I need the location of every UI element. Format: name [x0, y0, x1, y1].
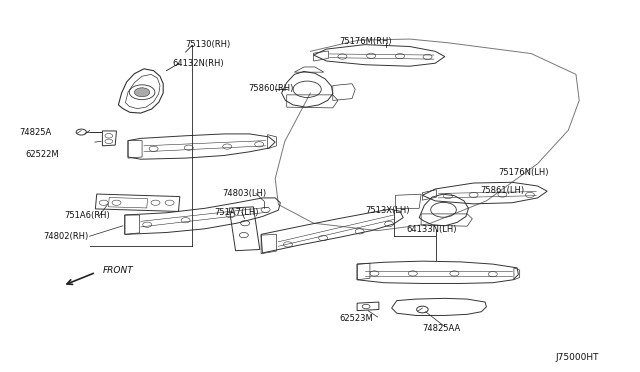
Text: 75860(RH): 75860(RH) [248, 84, 294, 93]
Text: 751A7(LH): 751A7(LH) [214, 208, 259, 217]
Circle shape [134, 88, 150, 97]
Text: 62523M: 62523M [339, 314, 373, 323]
Text: 64132N(RH): 64132N(RH) [173, 59, 225, 68]
Text: 74825AA: 74825AA [422, 324, 461, 333]
Text: 751A6(RH): 751A6(RH) [64, 211, 109, 220]
Text: 7513X(LH): 7513X(LH) [365, 206, 410, 215]
Text: 64133N(LH): 64133N(LH) [406, 225, 457, 234]
Text: 74803(LH): 74803(LH) [223, 189, 267, 198]
Text: FRONT: FRONT [102, 266, 133, 275]
Text: 62522M: 62522M [26, 150, 60, 159]
Text: 75861(LH): 75861(LH) [480, 186, 524, 195]
Text: 74802(RH): 74802(RH) [44, 232, 89, 241]
Text: 75176N(LH): 75176N(LH) [498, 169, 548, 177]
Text: 75130(RH): 75130(RH) [186, 40, 231, 49]
Text: 74825A: 74825A [19, 128, 51, 137]
Text: J75000HT: J75000HT [556, 353, 599, 362]
Text: 75176M(RH): 75176M(RH) [339, 37, 392, 46]
